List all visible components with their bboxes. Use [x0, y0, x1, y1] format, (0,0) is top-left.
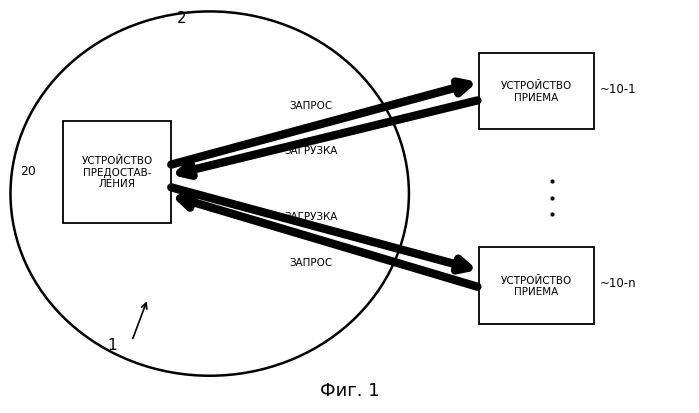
- Bar: [479, 54, 594, 130]
- Bar: [479, 248, 594, 324]
- Bar: [63, 122, 171, 223]
- Text: УСТРОЙСТВО
ПРИЕМА: УСТРОЙСТВО ПРИЕМА: [501, 275, 572, 297]
- Text: УСТРОЙСТВО
ПРИЕМА: УСТРОЙСТВО ПРИЕМА: [501, 81, 572, 103]
- Text: ЗАГРУЗКА: ЗАГРУЗКА: [284, 212, 338, 222]
- Text: 2: 2: [177, 11, 187, 26]
- Text: ~10-n: ~10-n: [600, 276, 636, 290]
- Text: ~10-1: ~10-1: [600, 82, 636, 95]
- Text: Фиг. 1: Фиг. 1: [319, 381, 380, 399]
- Text: УСТРОЙСТВО
ПРЕДОСТАВ-
ЛЕНИЯ: УСТРОЙСТВО ПРЕДОСТАВ- ЛЕНИЯ: [82, 156, 152, 189]
- Text: ЗАГРУЗКА: ЗАГРУЗКА: [284, 146, 338, 156]
- Text: ЗАПРОС: ЗАПРОС: [289, 257, 333, 267]
- Text: ЗАПРОС: ЗАПРОС: [289, 100, 333, 110]
- Text: 1: 1: [107, 337, 117, 352]
- Text: 20: 20: [20, 165, 36, 178]
